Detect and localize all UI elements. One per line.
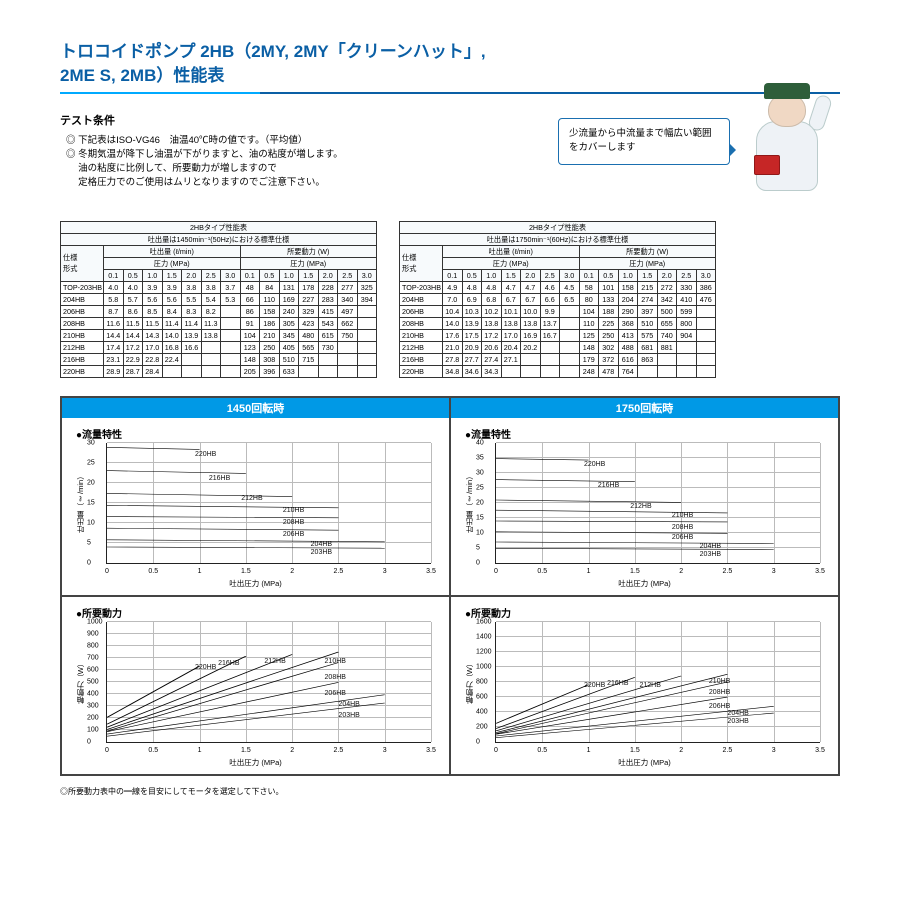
chart-subtitle: ●所要動力 bbox=[465, 605, 828, 620]
table-row: 204HB7.06.96.86.76.76.66.580133204274342… bbox=[400, 293, 716, 305]
page-title: トロコイドポンプ 2HB（2MY, 2MY「クリーンハット」, 2ME S, 2… bbox=[60, 40, 840, 94]
series-label: 220HB bbox=[584, 461, 605, 468]
series-label: 220HB bbox=[195, 664, 216, 671]
table-row: TOP-203HB4.94.84.84.74.74.64.55810115821… bbox=[400, 281, 716, 293]
table-row: 220HB28.928.728.4205396633 bbox=[61, 365, 377, 377]
series-label: 216HB bbox=[209, 475, 230, 482]
charts-panel: 1450回転時 ●流量特性吐出量（ℓ/min）00.511.522.533.50… bbox=[60, 396, 840, 776]
table-row: 212HB17.417.217.016.816.6123250405565730 bbox=[61, 341, 377, 353]
series-label: 208HB bbox=[325, 674, 346, 681]
chart-subtitle: ●所要動力 bbox=[76, 605, 439, 620]
table-row: 204HB5.85.75.65.65.55.45.366110169227283… bbox=[61, 293, 377, 305]
series-label: 208HB bbox=[709, 689, 730, 696]
series-label: 220HB bbox=[584, 682, 605, 689]
series-label: 210HB bbox=[325, 658, 346, 665]
series-label: 210HB bbox=[672, 512, 693, 519]
series-label: 212HB bbox=[630, 503, 651, 510]
chart-plot: 吐出量（ℓ/min）00.511.522.533.505101520253035… bbox=[495, 443, 820, 564]
table-row: 220HB34.834.634.3248478764 bbox=[400, 365, 716, 377]
series-label: 203HB bbox=[700, 551, 721, 558]
chart-subtitle: ●流量特性 bbox=[465, 426, 828, 441]
series-label: 216HB bbox=[598, 482, 619, 489]
chart-header-1450: 1450回転時 bbox=[62, 398, 449, 418]
chart-subtitle: ●流量特性 bbox=[76, 426, 439, 441]
table-row: 206HB10.410.310.210.110.09.9104188290397… bbox=[400, 305, 716, 317]
footnote: ◎所要動力表中の━線を目安にしてモータを選定して下さい。 bbox=[60, 786, 840, 797]
series-label: 204HB bbox=[311, 541, 332, 548]
table-row: 208HB11.611.511.511.411.411.391186305423… bbox=[61, 317, 377, 329]
chart-plot: 軸動力（W）00.511.522.533.5020040060080010001… bbox=[495, 622, 820, 743]
table-row: 210HB14.414.414.314.013.913.810421034548… bbox=[61, 329, 377, 341]
performance-tables: 2HBタイプ性能表吐出量は1450min⁻¹(50Hz)における標準仕様仕様形式… bbox=[60, 221, 840, 378]
series-label: 204HB bbox=[700, 543, 721, 550]
series-label: 206HB bbox=[283, 531, 304, 538]
perf-table: 2HBタイプ性能表吐出量は1450min⁻¹(50Hz)における標準仕様仕様形式… bbox=[60, 221, 377, 378]
series-label: 203HB bbox=[311, 549, 332, 556]
professor-mascot bbox=[740, 75, 830, 205]
chart-plot: 吐出量（ℓ/min）00.511.522.533.505101520253022… bbox=[106, 443, 431, 564]
series-label: 212HB bbox=[241, 495, 262, 502]
series-label: 208HB bbox=[672, 524, 693, 531]
series-label: 216HB bbox=[218, 660, 239, 667]
series-label: 208HB bbox=[283, 519, 304, 526]
table-row: 208HB14.013.913.813.813.813.711022536851… bbox=[400, 317, 716, 329]
series-label: 204HB bbox=[338, 701, 359, 708]
table-row: 216HB23.122.922.822.4148308510715 bbox=[61, 353, 377, 365]
series-label: 210HB bbox=[709, 678, 730, 685]
chart-plot: 軸動力（W）00.511.522.533.5010020030040050060… bbox=[106, 622, 431, 743]
series-label: 206HB bbox=[672, 534, 693, 541]
perf-table: 2HBタイプ性能表吐出量は1750min⁻¹(60Hz)における標準仕様仕様形式… bbox=[399, 221, 716, 378]
series-label: 206HB bbox=[325, 690, 346, 697]
series-label: 206HB bbox=[709, 703, 730, 710]
series-label: 212HB bbox=[639, 682, 660, 689]
series-label: 203HB bbox=[338, 712, 359, 719]
table-row: 206HB8.78.68.58.48.38.286158240329415497 bbox=[61, 305, 377, 317]
condition-line: 定格圧力でのご使用はムリとなりますのでご注意下さい。 bbox=[66, 176, 840, 190]
accent-bar bbox=[60, 92, 260, 94]
series-label: 210HB bbox=[283, 507, 304, 514]
table-row: TOP-203HB4.04.03.93.93.83.83.74884131178… bbox=[61, 281, 377, 293]
series-label: 203HB bbox=[727, 718, 748, 725]
series-label: 204HB bbox=[727, 710, 748, 717]
chart-header-1750: 1750回転時 bbox=[451, 398, 838, 418]
speech-bubble: 少流量から中流量まで幅広い範囲をカバーします bbox=[558, 118, 730, 165]
series-label: 220HB bbox=[195, 451, 216, 458]
series-label: 216HB bbox=[607, 680, 628, 687]
table-row: 216HB27.827.727.427.1179372616863 bbox=[400, 353, 716, 365]
table-row: 212HB21.020.920.620.420.2148302488681881 bbox=[400, 341, 716, 353]
table-row: 210HB17.617.517.217.016.916.712525041357… bbox=[400, 329, 716, 341]
series-label: 212HB bbox=[264, 658, 285, 665]
